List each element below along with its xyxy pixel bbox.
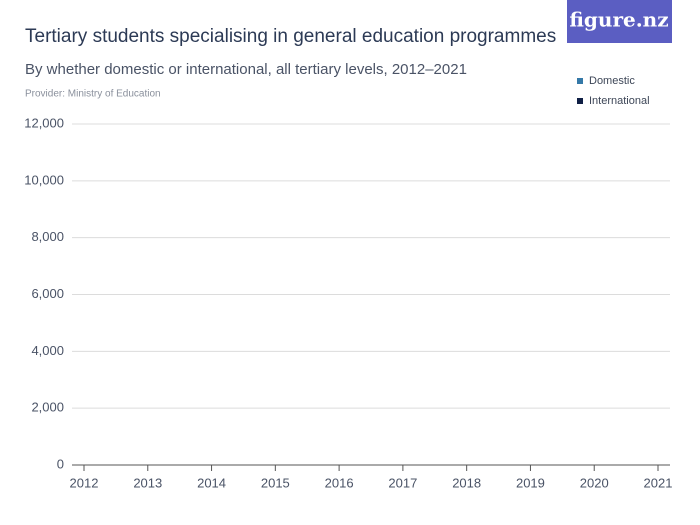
x-tick-label: 2018: [452, 475, 481, 490]
x-tick-label: 2020: [580, 475, 609, 490]
x-tick-label: 2012: [70, 475, 99, 490]
y-tick-label: 2,000: [31, 400, 64, 415]
legend-label: International: [589, 95, 650, 107]
x-tick-label: 2017: [388, 475, 417, 490]
chart-subtitle: By whether domestic or international, al…: [25, 61, 467, 78]
legend-swatch: [577, 78, 583, 84]
x-tick-label: 2014: [197, 475, 226, 490]
x-tick-label: 2013: [133, 475, 162, 490]
y-tick-label: 4,000: [31, 343, 64, 358]
y-tick-label: 8,000: [31, 229, 64, 244]
y-tick-label: 10,000: [24, 172, 64, 187]
x-tick-label: 2016: [325, 475, 354, 490]
x-tick-label: 2021: [644, 475, 673, 490]
chart-title: Tertiary students specialising in genera…: [25, 26, 556, 47]
x-tick-label: 2019: [516, 475, 545, 490]
x-tick-label: 2015: [261, 475, 290, 490]
y-tick-label: 6,000: [31, 286, 64, 301]
y-tick-label: 0: [57, 456, 64, 471]
brand-logo: figure.nz: [569, 8, 668, 32]
y-tick-label: 12,000: [24, 115, 64, 130]
provider: Provider: Ministry of Education: [25, 89, 161, 100]
legend-label: Domestic: [589, 75, 635, 87]
brand-box: [567, 0, 672, 43]
legend-swatch: [577, 98, 583, 104]
